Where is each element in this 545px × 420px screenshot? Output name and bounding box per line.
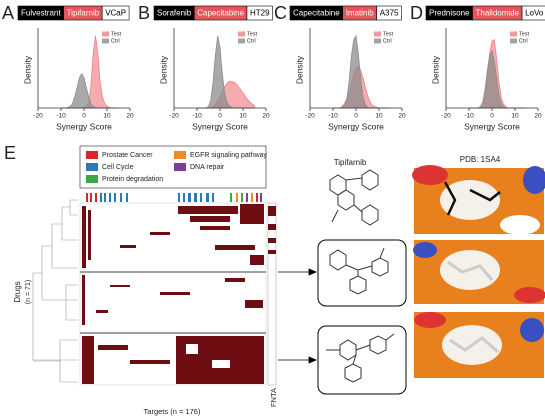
x-tick-label: 20 (534, 113, 542, 120)
fnta-column (267, 202, 277, 386)
x-tick-label: -10 (328, 113, 338, 120)
header-box (376, 5, 402, 21)
legend-swatch (102, 38, 109, 44)
y-axis-label: Density (430, 55, 440, 84)
heatmap (79, 202, 267, 386)
header-label: Imatinib (346, 9, 375, 18)
panel-letter: B (138, 3, 150, 23)
x-tick-label: 0 (82, 113, 86, 120)
header-box (521, 5, 545, 21)
x-tick-label: 20 (262, 113, 270, 120)
legend-label: Ctrl (111, 38, 120, 44)
legend-label: Test (519, 31, 530, 37)
legend-swatch (510, 31, 517, 37)
x-axis-label: Targets (n = 176) (144, 407, 201, 416)
legend-swatch (174, 163, 186, 171)
legend-swatch (374, 38, 381, 44)
legend-label: Ctrl (247, 38, 256, 44)
protein-structures (412, 165, 545, 378)
header-label: A375 (380, 9, 399, 18)
density-area (61, 73, 119, 109)
molecules (326, 169, 395, 383)
x-axis-label: Synergy Score (464, 121, 520, 131)
legend-swatch (510, 38, 517, 44)
x-tick-label: 0 (218, 113, 222, 120)
y-axis-label: Drugs (13, 281, 22, 302)
molecule-box (317, 239, 407, 307)
x-tick-label: -20 (305, 113, 315, 120)
header-label: HT29 (250, 9, 270, 18)
header-label: VCaP (105, 9, 126, 18)
x-tick-label: 20 (126, 113, 134, 120)
x-tick-label: 0 (490, 113, 494, 120)
x-axis-label: Synergy Score (56, 121, 112, 131)
legend-swatch (238, 31, 245, 37)
x-tick-label: 10 (511, 113, 519, 120)
y-axis-label: (n = 71) (25, 280, 32, 304)
dendrogram (32, 199, 78, 383)
legend-label: Ctrl (519, 38, 528, 44)
panel-letter: D (410, 3, 423, 23)
legend-swatch (86, 151, 98, 159)
legend-label: Cell Cycle (102, 164, 134, 171)
y-axis-label: Density (294, 55, 304, 84)
arrows (278, 268, 318, 364)
density-area (61, 35, 119, 109)
panel-letter: A (2, 3, 14, 23)
panel-letter: E (4, 143, 16, 163)
legend-label: Ctrl (383, 38, 392, 44)
legend-label: Test (247, 31, 258, 37)
legend-swatch (174, 151, 186, 159)
header-label: Capecitabine (293, 9, 340, 18)
x-tick-label: 10 (239, 113, 247, 120)
legend-swatch (102, 31, 109, 37)
x-tick-label: -20 (33, 113, 43, 120)
x-axis-label: Synergy Score (192, 121, 248, 131)
header-box (101, 5, 130, 21)
target-label: FNTA (269, 388, 278, 407)
header-box (246, 5, 273, 21)
legend-label: Test (383, 31, 394, 37)
legend-swatch (374, 31, 381, 37)
x-tick-label: 20 (398, 113, 406, 120)
legend-label: Test (111, 31, 122, 37)
x-tick-label: -20 (441, 113, 451, 120)
x-tick-label: -10 (56, 113, 66, 120)
legend-swatch (86, 175, 98, 183)
legend-box (79, 145, 267, 189)
legend-swatch (86, 163, 98, 171)
density-area (333, 34, 391, 109)
x-tick-label: -20 (169, 113, 179, 120)
x-tick-label: 10 (103, 113, 111, 120)
header-label: Sorafenib (157, 9, 192, 18)
legend-label: EGFR signaling pathway (190, 152, 268, 159)
x-tick-label: -10 (464, 113, 474, 120)
structure-title: PDB: 1SA4 (460, 155, 501, 164)
legend-swatch (238, 38, 245, 44)
molecule-box (317, 325, 407, 395)
x-tick-label: 10 (375, 113, 383, 120)
legend-label: Protein degradation (102, 176, 163, 183)
legend-label: Prostate Cancer (102, 152, 153, 159)
header-label: Thalidomide (475, 9, 519, 18)
header-label: Capecitabine (197, 9, 244, 18)
color-strip (86, 193, 262, 202)
molecule-title: Tipifarnib (334, 158, 367, 167)
x-tick-label: 0 (354, 113, 358, 120)
header-label: Prednisone (429, 9, 470, 18)
y-axis-label: Density (22, 55, 32, 84)
legend-label: DNA repair (190, 164, 225, 171)
y-axis-label: Density (158, 55, 168, 84)
x-axis-label: Synergy Score (328, 121, 384, 131)
panel-letter: C (274, 3, 287, 23)
header-label: Tipifarnib (67, 9, 100, 18)
header-label: LoVo (525, 9, 544, 18)
x-tick-label: -10 (192, 113, 202, 120)
header-label: Fulvestrant (21, 9, 61, 18)
